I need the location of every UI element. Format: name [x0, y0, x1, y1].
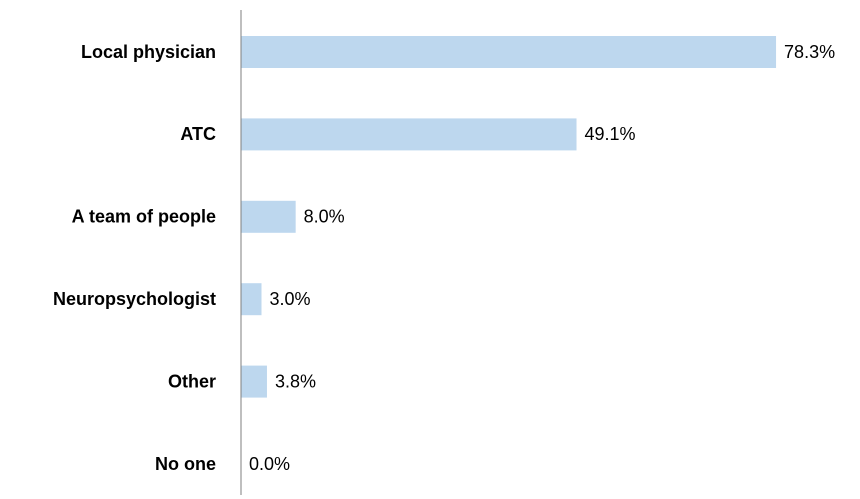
bar [241, 283, 262, 316]
category-label: ATC [180, 124, 216, 144]
bar [241, 200, 296, 233]
category-label: Local physician [81, 42, 216, 62]
category-label: Neuropsychologist [53, 289, 216, 309]
value-label: 49.1% [585, 124, 636, 144]
bar [241, 365, 267, 398]
bar [241, 118, 577, 151]
value-label: 8.0% [304, 207, 345, 227]
category-label: A team of people [72, 207, 216, 227]
value-label: 0.0% [249, 454, 290, 474]
value-label: 3.8% [275, 371, 316, 391]
value-label: 3.0% [270, 289, 311, 309]
bar [241, 36, 777, 68]
category-label: No one [155, 454, 216, 474]
category-label: Other [168, 371, 216, 391]
value-label: 78.3% [784, 42, 835, 62]
